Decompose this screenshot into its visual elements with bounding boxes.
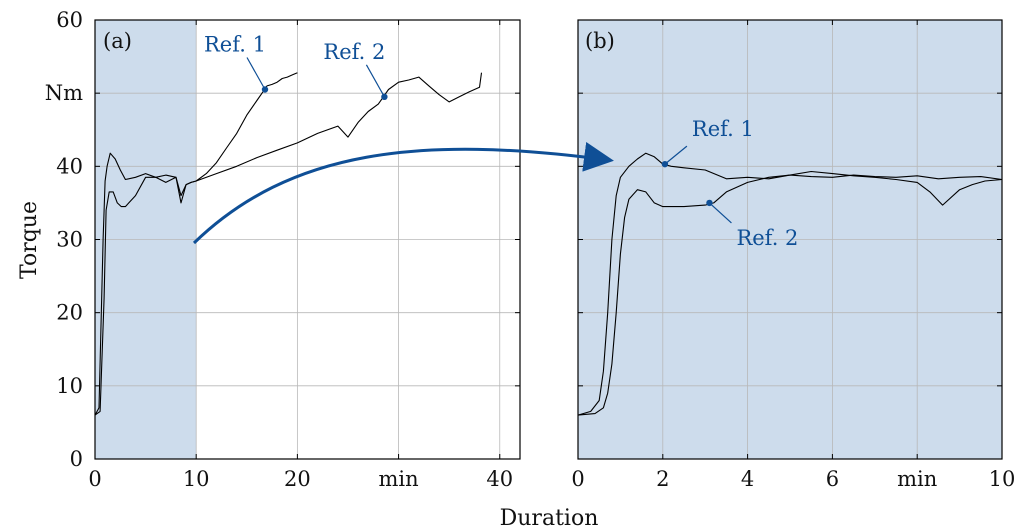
series-line-2 [94,72,483,416]
y-tick-label: Nm [45,81,83,105]
panel-b-label: (b) [585,29,615,53]
y-tick-label: 60 [56,8,83,32]
x-axis-label: Duration [500,506,599,531]
annotation-leader-2 [365,64,385,98]
y-axis-label: Torque [17,201,42,279]
panel-a-frame [94,19,521,460]
panel-b-ticks: 0 2 4 6 min 10 [571,19,1016,491]
panel-b-frame [577,19,1003,460]
y-tick-label: 20 [56,301,83,325]
annotation-leader-1 [246,57,266,90]
series-line-2 [577,170,1003,416]
x-tick-label: 40 [486,467,513,491]
annotation-label-1: Ref. 1 [204,33,266,57]
panel-a-lines: Ref. 1 Ref. 2 [94,33,483,416]
panel-a: Ref. 1 Ref. 2 0 10 20 min 40 0 10 20 30 40 Nm 60 (a) [45,8,521,491]
x-tick-label: 10 [183,467,210,491]
panel-a-ticks: 0 10 20 min 40 0 10 20 30 40 Nm 60 [45,8,520,491]
x-tick-label: 0 [571,467,584,491]
annotation-label-1: Ref. 1 [692,117,754,141]
panel-b-grid [578,20,1002,459]
annotation-label-2: Ref. 2 [736,226,798,250]
zoom-arrow [192,141,614,245]
panel-a-label: (a) [103,29,132,53]
x-tick-label: 4 [741,467,754,491]
x-tick-label: 10 [989,467,1016,491]
annotation-leader-1 [664,145,688,165]
y-tick-label: 0 [70,447,83,471]
y-tick-label: 10 [56,374,83,398]
x-tick-label: min [897,467,937,491]
annotation-label-2: Ref. 2 [323,40,385,64]
y-tick-label: 30 [56,228,83,252]
annotation-leader-2 [709,202,732,224]
x-tick-label: 2 [656,467,669,491]
y-tick-label: 40 [56,154,83,178]
x-tick-label: 0 [88,467,101,491]
x-tick-label: 6 [826,467,839,491]
series-line-1 [577,152,1003,416]
panel-b: Ref. 1 Ref. 2 0 2 4 6 min 10 (b) [571,19,1016,491]
x-tick-label: min [378,467,418,491]
x-tick-label: 20 [284,467,311,491]
panel-b-lines: Ref. 1 Ref. 2 [577,117,1003,416]
